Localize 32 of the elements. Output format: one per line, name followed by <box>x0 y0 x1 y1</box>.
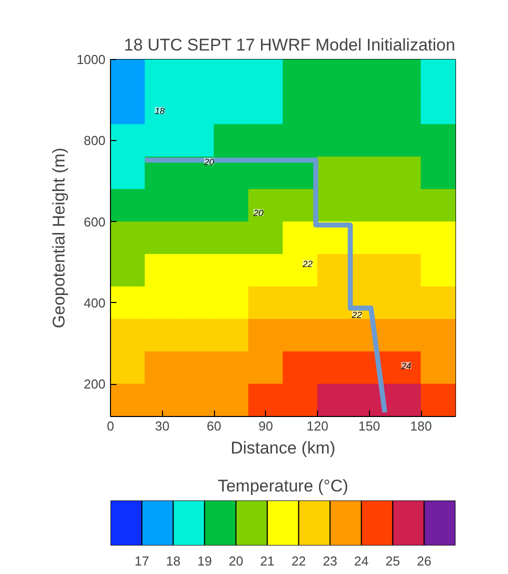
y-axis-title: Geopotential Height (m) <box>50 148 69 328</box>
color-bar-label: 19 <box>197 554 212 568</box>
y-tick-label: 600 <box>84 214 106 230</box>
annotation: 20 <box>252 208 264 218</box>
color-bar-label: 17 <box>134 554 150 568</box>
annotation: 20 <box>203 157 214 167</box>
y-tick-label: 200 <box>84 376 106 392</box>
color-bar-label: 25 <box>386 554 400 568</box>
color-bar-label: 23 <box>322 554 338 568</box>
chart-title: 18 UTC SEPT 17 HWRF Model Initialization <box>124 36 456 54</box>
x-tick-label: 180 <box>410 418 432 434</box>
color-bar-label: 21 <box>260 554 275 568</box>
y-tick-label: 400 <box>84 295 106 310</box>
annotation: 24 <box>400 361 412 371</box>
annotation: 22 <box>302 259 313 269</box>
color-bar-label: 18 <box>166 554 180 568</box>
annotation: 22 <box>350 310 362 320</box>
x-tick-label: 0 <box>106 418 114 434</box>
x-axis-title: Distance (km) <box>230 438 336 458</box>
x-tick-label: 90 <box>258 418 273 434</box>
y-tick-label: 800 <box>84 133 106 148</box>
color-bar-title: Temperature (°C) <box>218 476 348 496</box>
x-tick-label: 150 <box>358 418 380 434</box>
y-tick-label: 1000 <box>76 52 106 67</box>
x-tick-label: 30 <box>155 418 170 434</box>
color-bar-label: 22 <box>291 554 306 568</box>
annotation: 18 <box>154 106 165 116</box>
x-tick-label: 60 <box>206 418 222 434</box>
x-tick-label: 120 <box>306 418 328 434</box>
color-bar-label: 26 <box>416 554 432 568</box>
color-bar-label: 20 <box>228 554 244 568</box>
color-bar-label: 24 <box>354 554 369 568</box>
